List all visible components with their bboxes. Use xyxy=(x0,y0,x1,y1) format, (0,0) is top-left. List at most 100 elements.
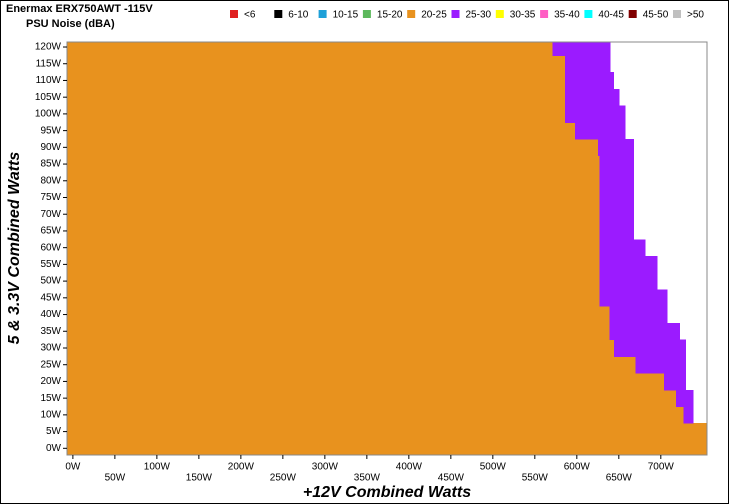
y-tick-label: 90W xyxy=(40,142,61,153)
heat-cell xyxy=(67,205,600,224)
x-tick-label: 550W xyxy=(522,473,549,484)
legend-label: <6 xyxy=(244,10,256,21)
y-tick-label: 15W xyxy=(40,393,61,404)
heat-cell xyxy=(683,406,694,424)
heat-cell xyxy=(597,138,634,157)
legend-swatch xyxy=(274,10,283,18)
heat-cell xyxy=(67,172,600,190)
legend-swatch xyxy=(230,10,238,18)
x-tick-label: 100W xyxy=(144,462,171,473)
y-tick-label: 95W xyxy=(40,125,61,136)
heat-cell xyxy=(565,55,611,73)
legend-label: 20-25 xyxy=(421,10,447,21)
legend-swatch xyxy=(628,10,637,18)
x-tick-label: 200W xyxy=(228,462,255,473)
y-tick-label: 0W xyxy=(46,443,62,454)
y-axis-title: 5 & 3.3V Combined Watts xyxy=(6,152,23,345)
legend-swatch xyxy=(407,10,416,18)
heat-cell xyxy=(67,373,665,391)
heat-cell xyxy=(67,339,614,357)
y-tick-label: 55W xyxy=(40,259,61,270)
y-tick-label: 80W xyxy=(40,175,61,186)
legend-label: 40-45 xyxy=(598,10,624,21)
heat-cell xyxy=(67,439,707,456)
y-tick-label: 85W xyxy=(40,159,61,170)
heat-cell xyxy=(565,88,620,107)
legend-label: 15-20 xyxy=(377,10,403,21)
x-tick-label: 650W xyxy=(606,473,633,484)
y-tick-label: 50W xyxy=(40,276,61,287)
x-tick-label: 450W xyxy=(438,473,465,484)
x-tick-label: 350W xyxy=(354,473,381,484)
x-tick-label: 700W xyxy=(648,462,675,473)
x-tick-label: 500W xyxy=(480,462,507,473)
x-tick-label: 600W xyxy=(564,462,591,473)
heat-cell xyxy=(599,189,634,207)
heat-cell xyxy=(635,356,687,374)
y-tick-label: 110W xyxy=(36,75,62,86)
heat-cell xyxy=(67,239,600,257)
chart-title: Enermax ERX750AWT -115V xyxy=(6,3,153,15)
y-tick-label: 30W xyxy=(40,343,61,354)
legend-label: 6-10 xyxy=(288,10,308,21)
y-tick-label: 60W xyxy=(40,242,61,253)
y-tick-label: 45W xyxy=(40,292,61,303)
heat-cell xyxy=(67,222,600,240)
heat-cell xyxy=(67,122,576,140)
x-tick-label: 400W xyxy=(396,462,423,473)
y-tick-label: 70W xyxy=(40,209,61,220)
heat-cell xyxy=(664,373,687,391)
legend-label: >50 xyxy=(687,10,704,21)
x-tick-label: 300W xyxy=(312,462,339,473)
legend-label: 10-15 xyxy=(333,10,359,21)
heat-cell xyxy=(599,205,634,224)
plot-border xyxy=(66,41,708,456)
legend-swatch xyxy=(584,10,593,18)
x-tick-label: 150W xyxy=(186,473,213,484)
heat-cell xyxy=(67,356,636,374)
x-tick-label: 0W xyxy=(65,462,81,473)
y-tick-label: 10W xyxy=(40,410,61,421)
y-tick-label: 25W xyxy=(40,359,61,370)
heat-cell xyxy=(599,239,646,257)
legend-swatch xyxy=(451,10,460,18)
y-tick-label: 65W xyxy=(40,226,61,237)
legend-swatch xyxy=(362,10,371,18)
heat-cell xyxy=(67,306,610,324)
heat-cell xyxy=(613,339,687,357)
heat-cell xyxy=(67,55,566,73)
heat-cell xyxy=(67,256,600,274)
legend-swatch xyxy=(540,10,549,18)
heat-cell xyxy=(67,72,566,90)
heat-cell xyxy=(67,389,676,408)
heat-cell xyxy=(599,172,634,190)
heat-cell xyxy=(565,105,626,123)
y-tick-label: 100W xyxy=(35,109,62,120)
heat-cell xyxy=(67,155,600,173)
legend-label: 30-35 xyxy=(510,10,536,21)
heat-cell xyxy=(565,72,614,90)
y-tick-label: 20W xyxy=(40,376,61,387)
heat-cell xyxy=(599,289,668,307)
y-tick-label: 120W xyxy=(35,42,62,53)
x-tick-label: 50W xyxy=(105,473,126,484)
heat-cell xyxy=(67,322,610,341)
heat-cell xyxy=(67,42,553,56)
heat-cell xyxy=(575,122,626,140)
heat-cell xyxy=(67,105,566,123)
heat-cell xyxy=(67,138,598,157)
heat-cell xyxy=(67,189,600,207)
x-tick-label: 250W xyxy=(270,473,297,484)
y-tick-label: 5W xyxy=(46,426,62,437)
heat-cell xyxy=(609,306,668,324)
y-tick-label: 115W xyxy=(36,58,62,69)
legend-swatch xyxy=(673,10,681,18)
y-tick-label: 40W xyxy=(40,309,61,320)
heat-cell xyxy=(67,289,600,307)
heat-cell xyxy=(609,322,681,341)
heat-cell xyxy=(599,155,634,173)
chart-subtitle: PSU Noise (dBA) xyxy=(26,18,115,30)
legend-label: 25-30 xyxy=(466,10,492,21)
